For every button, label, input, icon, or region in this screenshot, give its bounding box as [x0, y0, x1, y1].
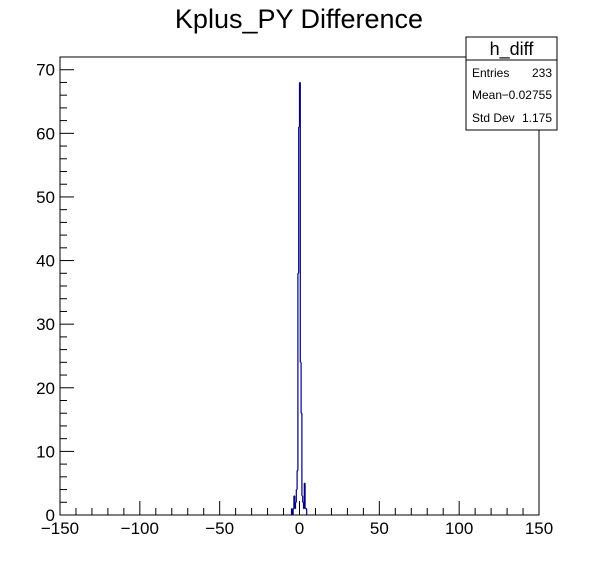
y-tick-label: 50 [36, 188, 55, 207]
x-tick-label: 0 [295, 519, 304, 538]
y-tick-label: 0 [46, 506, 55, 525]
y-tick-label: 10 [36, 442, 55, 461]
y-tick-label: 30 [36, 315, 55, 334]
stats-histogram-name: h_diff [490, 39, 535, 60]
histogram-series [290, 81, 308, 515]
stats-mean-value: −0.02755 [502, 88, 553, 102]
y-tick-label: 60 [36, 124, 55, 143]
y-tick-label: 20 [36, 379, 55, 398]
y-tick-label: 70 [36, 61, 55, 80]
stats-box: h_diff Entries 233 Mean −0.02755 Std Dev… [465, 36, 558, 131]
x-tick-label: 100 [445, 519, 473, 538]
stats-stddev-value: 1.175 [522, 111, 552, 125]
stats-entries-label: Entries [472, 66, 509, 80]
x-tick-label: 150 [525, 519, 553, 538]
x-tick-label: −100 [121, 519, 159, 538]
x-tick-label: 50 [370, 519, 389, 538]
x-axis: −150 −100 −50 0 50 100 150 [41, 501, 553, 538]
y-tick-label: 40 [36, 252, 55, 271]
chart-title: Kplus_PY Difference [175, 4, 423, 34]
x-tick-label: −50 [205, 519, 234, 538]
stats-box-frame [465, 36, 558, 131]
x-tick-label: −150 [41, 519, 79, 538]
stats-stddev-label: Std Dev [472, 111, 515, 125]
y-axis: 0 10 20 30 40 50 60 70 [36, 56, 74, 525]
stats-entries-value: 233 [532, 66, 552, 80]
stats-mean-label: Mean [472, 88, 502, 102]
